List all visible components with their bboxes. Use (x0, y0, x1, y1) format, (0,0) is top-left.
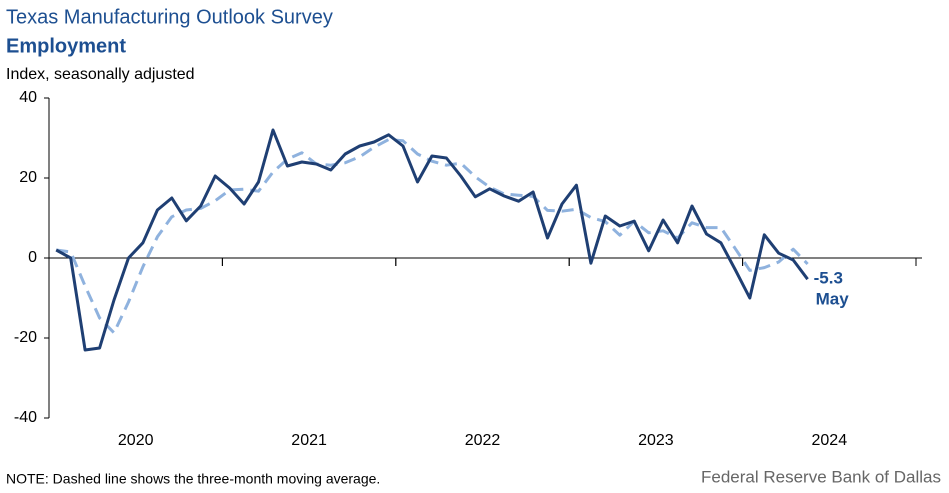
y-tick-label: 40 (19, 89, 37, 106)
moving-average-line (55, 138, 809, 335)
chart-subtitle: Employment (6, 35, 126, 57)
x-tick-label: 2020 (118, 432, 154, 449)
x-tick-label: 2022 (465, 432, 501, 449)
y-tick-label: 0 (28, 249, 37, 266)
source: Federal Reserve Bank of Dallas (701, 467, 941, 486)
y-tick-label: -20 (14, 329, 37, 346)
note: NOTE: Dashed line shows the three-month … (6, 471, 380, 487)
x-tick-label: 2023 (638, 432, 674, 449)
y-tick-label: -40 (14, 409, 37, 426)
chart-title: Texas Manufacturing Outlook Survey (6, 6, 333, 28)
x-tick-label: 2024 (812, 432, 848, 449)
y-tick-label: 20 (19, 169, 37, 186)
annotation-label: May (816, 290, 850, 309)
x-tick-label: 2021 (291, 432, 327, 449)
series-line (55, 128, 809, 352)
annotation-value: -5.3 (814, 269, 843, 288)
y-axis-label: Index, seasonally adjusted (6, 66, 195, 83)
